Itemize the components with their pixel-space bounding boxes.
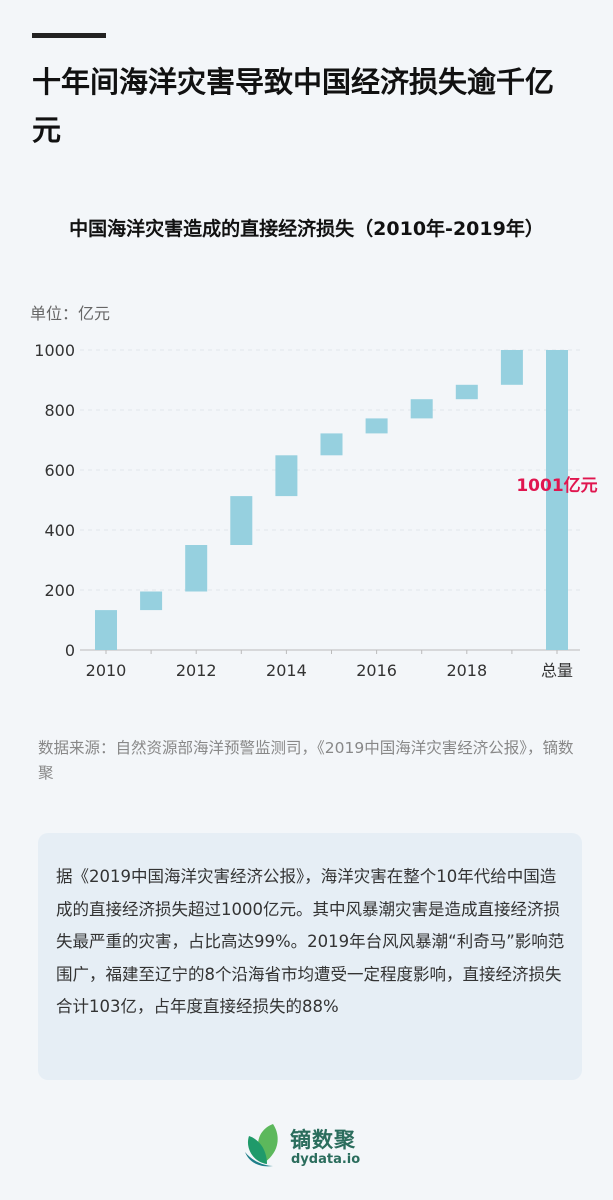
bar-2017 [410, 399, 433, 419]
logo-name: 镝数聚 [290, 1128, 356, 1152]
total-data-label: 1001亿元 [516, 475, 597, 496]
waterfall-chart: 0 200 400 600 800 1000 2010 2012 2014 2016 2018 总量 1… [34, 341, 597, 680]
x-tick-label: 2012 [176, 661, 217, 680]
bar-总量 [546, 350, 568, 650]
x-tick-label: 2010 [86, 661, 127, 680]
unit-label: 单位：亿元 [30, 304, 111, 323]
x-tick-label: 总量 [541, 661, 573, 680]
logo-leaf-icon [245, 1124, 278, 1167]
bar-2014 [275, 455, 298, 497]
x-tick-label: 2014 [266, 661, 307, 680]
bar-2019 [500, 350, 523, 385]
bar-2012 [185, 545, 208, 592]
summary-box: 据《2019中国海洋灾害经济公报》，海洋灾害在整个10年代给中国造成的直接经济损… [38, 833, 582, 1080]
title-accent-bar [32, 33, 106, 38]
bar-2016 [365, 418, 388, 434]
bar-2010 [95, 610, 117, 650]
logo-domain: dydata.io [291, 1152, 361, 1167]
data-source: 数据来源：自然资源部海洋预警监测司，《2019中国海洋灾害经济公报》，镝数聚 [38, 739, 574, 782]
bar-2013 [230, 496, 253, 545]
y-tick-label: 800 [44, 401, 75, 420]
x-tick-label: 2016 [356, 661, 397, 680]
summary-text: 据《2019中国海洋灾害经济公报》，海洋灾害在整个10年代给中国造成的直接经济损… [56, 867, 565, 1016]
y-tick-label: 400 [44, 521, 75, 540]
y-tick-label: 200 [44, 581, 75, 600]
bar-2018 [455, 384, 478, 400]
y-tick-label: 1000 [34, 341, 75, 360]
bar-2011 [140, 591, 163, 611]
x-tick-label: 2018 [446, 661, 487, 680]
chart-title: 中国海洋灾害造成的直接经济损失（2010年-2019年） [69, 218, 544, 240]
y-tick-label: 0 [65, 641, 75, 660]
bar-2015 [320, 433, 343, 456]
y-tick-label: 600 [44, 461, 75, 480]
page-title: 十年间海洋灾害导致中国经济损失逾千亿元 [32, 65, 555, 147]
